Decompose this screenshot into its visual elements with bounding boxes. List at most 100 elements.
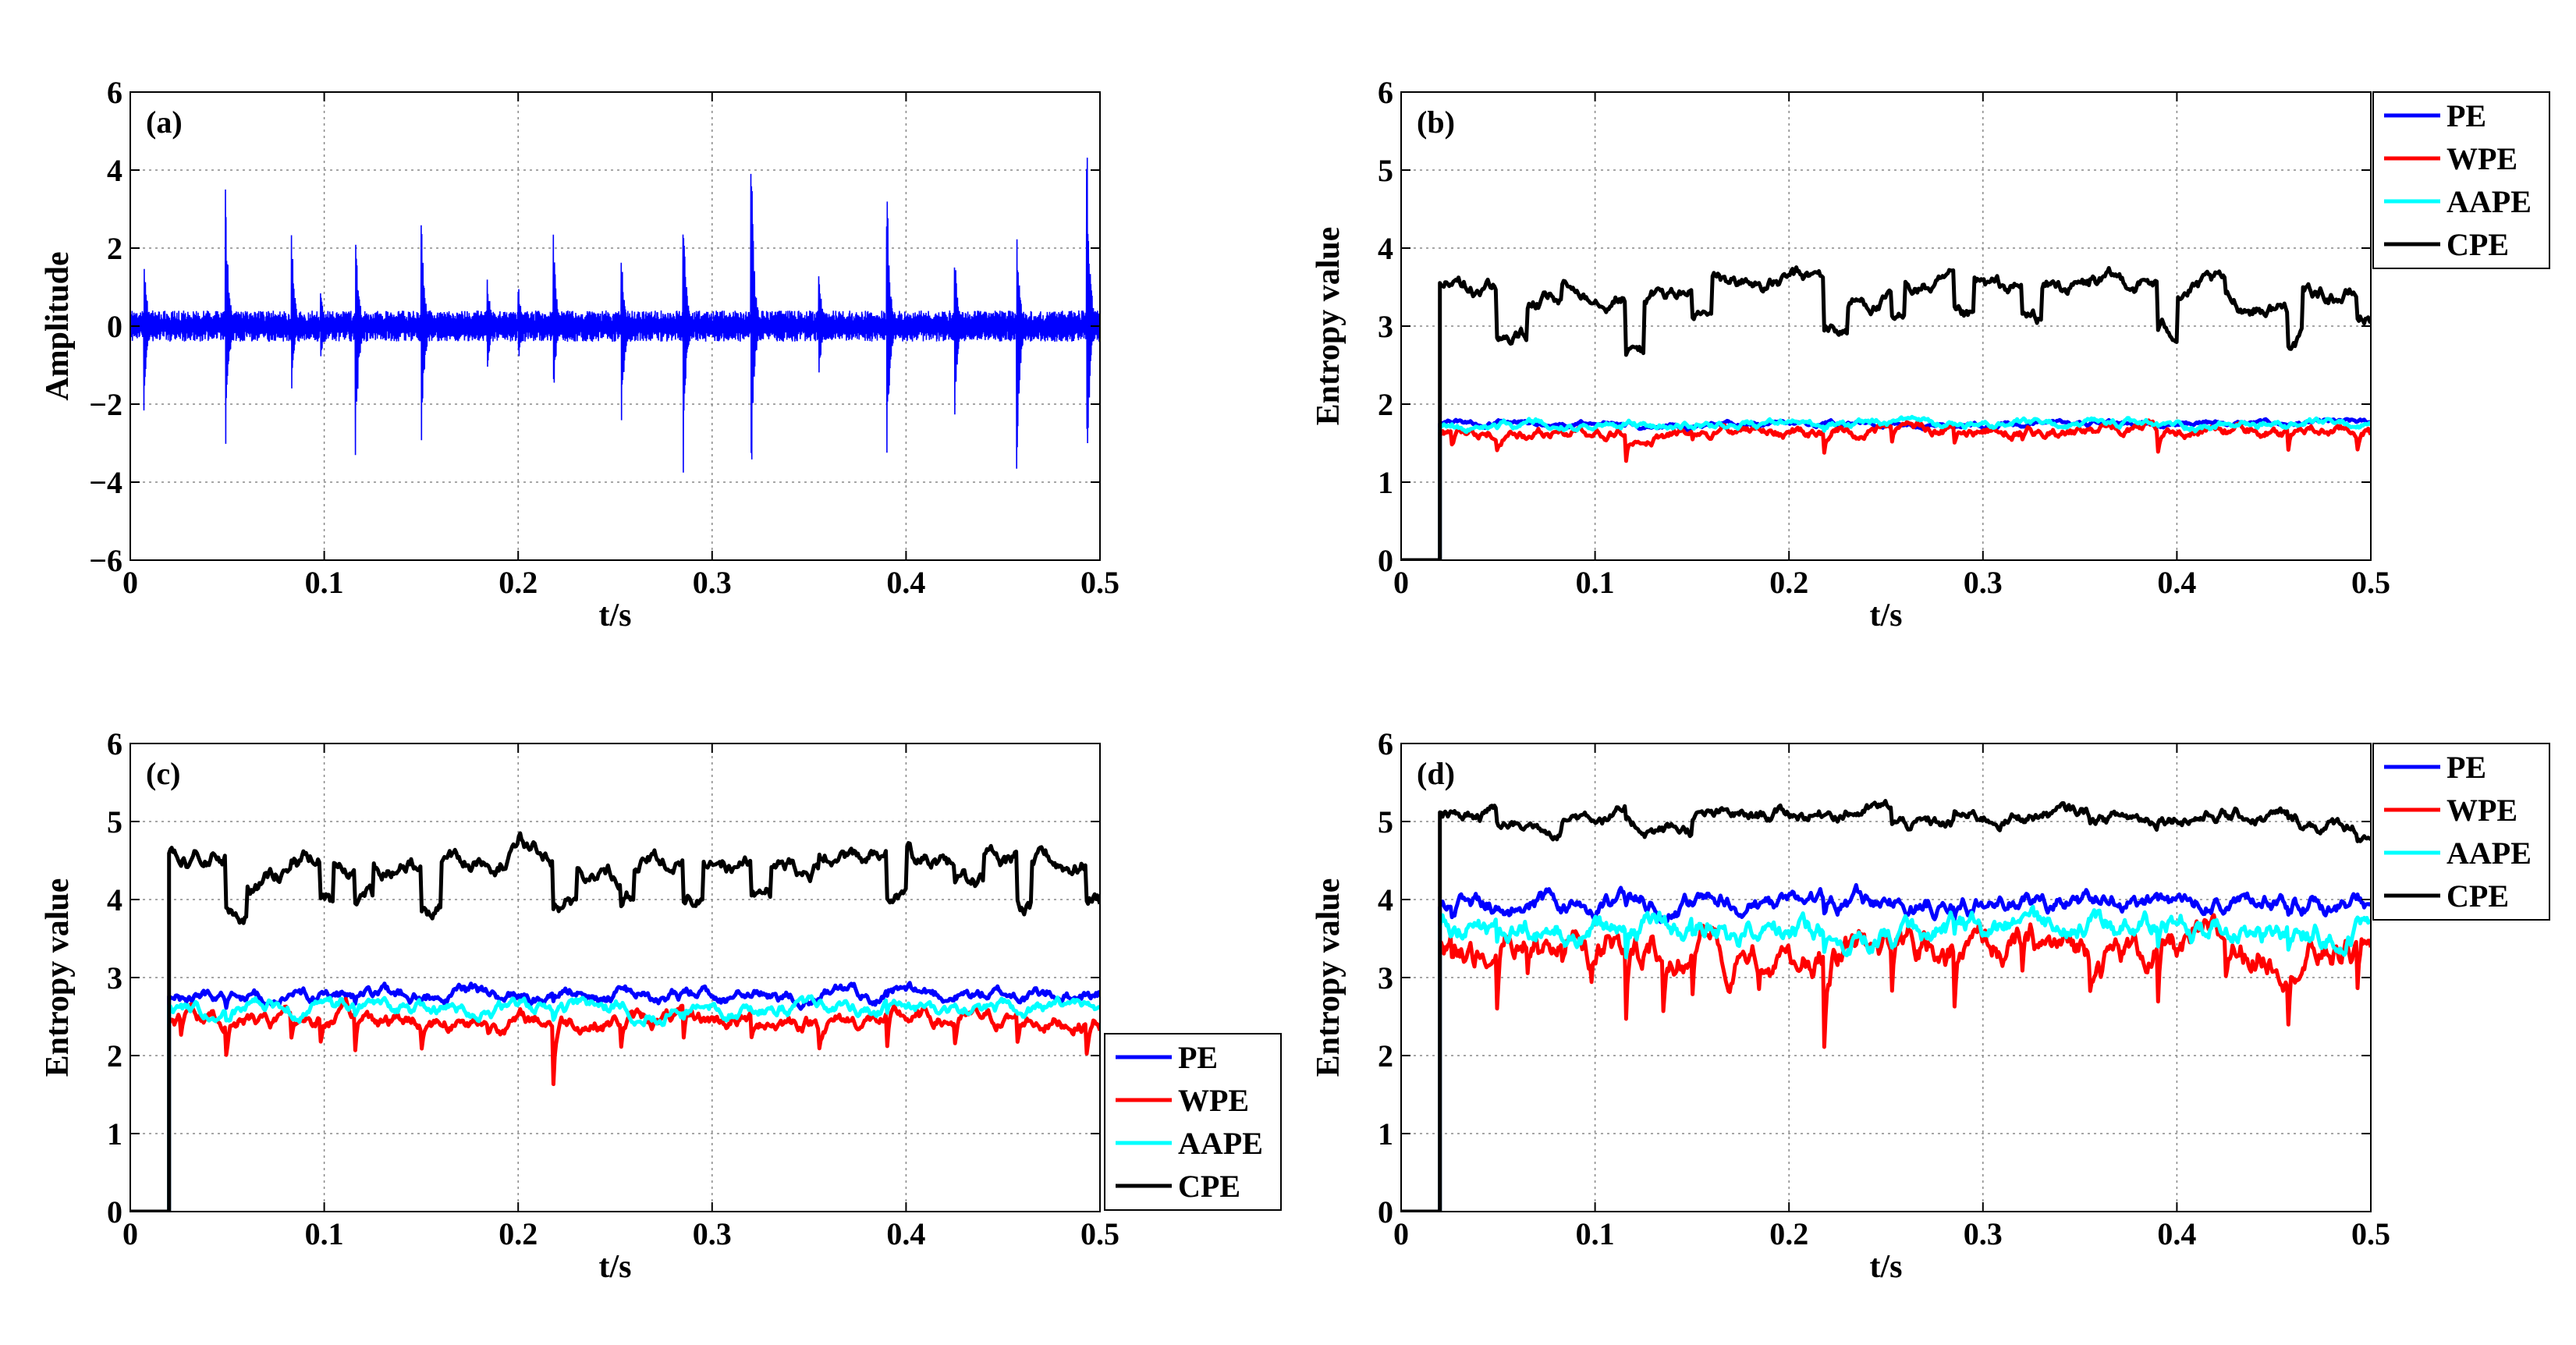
series-line-pe	[130, 981, 1100, 1212]
y-tick-label: 3	[1378, 309, 1393, 344]
y-tick-label: −2	[89, 387, 122, 422]
plot-area	[130, 743, 1100, 1212]
x-axis-label: t/s	[1870, 598, 1903, 633]
panel-tag: (d)	[1417, 756, 1455, 791]
y-tick-label: 5	[1378, 153, 1393, 188]
y-tick-label: 5	[1378, 804, 1393, 839]
legend-label-pe: PE	[2446, 98, 2486, 133]
series-line-aape	[1401, 414, 2371, 560]
x-axis-label: t/s	[599, 1249, 632, 1285]
y-tick-label: 2	[1378, 387, 1393, 422]
panel-c: 0 0.1 0.2 0.3 0.4 0.5 0 1 2 3 4 5 6 t/s Entropy value (…	[40, 726, 1282, 1285]
x-tick-label: 0.1	[305, 1216, 344, 1251]
y-tick-label: 4	[107, 153, 122, 188]
y-tick-label: −6	[89, 543, 122, 578]
panel-d: 0 0.1 0.2 0.3 0.4 0.5 0 1 2 3 4 5 6 t/s Entropy value (…	[1311, 726, 2550, 1285]
x-tick-label: 0.2	[1769, 1216, 1808, 1251]
series-line-cpe	[130, 831, 1100, 1212]
legend: PE WPE AAPE CPE	[1104, 1033, 1282, 1211]
panel-tag: (b)	[1417, 105, 1455, 140]
x-tick-label: 0.5	[1080, 1216, 1119, 1251]
y-tick-label: 0	[1378, 1194, 1393, 1230]
series-line-cpe	[1401, 799, 2371, 1212]
y-tick-label: 5	[107, 804, 122, 839]
x-axis-label: t/s	[1870, 1249, 1903, 1285]
series-line-aape	[1401, 904, 2371, 1212]
y-tick-label: 4	[1378, 231, 1393, 266]
x-tick-label: 0.5	[2351, 1216, 2390, 1251]
legend-label-aape: AAPE	[2446, 184, 2532, 219]
x-tick-label: 0	[122, 1216, 138, 1251]
legend-label-cpe: CPE	[2446, 878, 2509, 914]
y-tick-label: 4	[1378, 882, 1393, 917]
legend-label-pe: PE	[2446, 750, 2486, 785]
x-tick-label: 0.4	[886, 565, 925, 600]
y-tick-label: 2	[107, 1038, 122, 1074]
y-tick-label: 1	[107, 1116, 122, 1152]
y-tick-label: 1	[1378, 465, 1393, 500]
y-tick-label: 3	[1378, 960, 1393, 995]
legend-box	[2372, 743, 2550, 921]
legend-box	[1104, 1033, 1282, 1211]
x-tick-label: 0.3	[1964, 565, 2003, 600]
x-tick-label: 0	[1393, 1216, 1409, 1251]
y-axis-label: Entropy value	[1311, 878, 1347, 1077]
x-tick-label: 0.3	[1964, 1216, 2003, 1251]
panel-tag: (c)	[146, 756, 180, 791]
series-group	[130, 158, 1100, 473]
y-tick-label: 2	[107, 231, 122, 266]
legend-label-wpe: WPE	[1178, 1083, 1249, 1118]
y-tick-label: 0	[107, 309, 122, 344]
y-tick-label: 3	[107, 960, 122, 995]
x-tick-label: 0.2	[499, 565, 538, 600]
legend-label-aape: AAPE	[2446, 836, 2532, 871]
x-tick-label: 0.2	[499, 1216, 538, 1251]
y-tick-label: 6	[1378, 726, 1393, 761]
x-tick-label: 0.3	[693, 565, 732, 600]
x-tick-label: 0.1	[1576, 565, 1615, 600]
y-tick-label: 1	[1378, 1116, 1393, 1152]
series-line-cpe	[1401, 265, 2371, 560]
y-tick-label: 4	[107, 882, 122, 917]
legend-label-wpe: WPE	[2446, 793, 2517, 828]
x-tick-label: 0.4	[2157, 1216, 2196, 1251]
panel-b: 0 0.1 0.2 0.3 0.4 0.5 0 1 2 3 4 5 6 t/s Entropy value (…	[1311, 75, 2550, 633]
y-axis-label: Entropy value	[1311, 227, 1347, 426]
series-line-signal	[130, 158, 1100, 473]
legend-box	[2372, 91, 2550, 269]
x-tick-label: 0.5	[1080, 565, 1119, 600]
legend-label-cpe: CPE	[2446, 227, 2509, 262]
plot-area	[1401, 92, 2371, 560]
series-group	[130, 831, 1100, 1212]
legend: PE WPE AAPE CPE	[2372, 743, 2550, 921]
legend-label-cpe: CPE	[1178, 1169, 1240, 1204]
x-tick-label: 0.5	[2351, 565, 2390, 600]
series-line-pe	[1401, 882, 2371, 1212]
x-tick-label: 0.1	[305, 565, 344, 600]
legend-label-pe: PE	[1178, 1040, 1218, 1075]
x-tick-label: 0	[1393, 565, 1409, 600]
x-tick-label: 0.4	[2157, 565, 2196, 600]
series-line-aape	[130, 994, 1100, 1212]
y-tick-label: −4	[89, 465, 122, 500]
x-tick-label: 0.4	[886, 1216, 925, 1251]
x-tick-label: 0.2	[1769, 565, 1808, 600]
legend-label-aape: AAPE	[1178, 1126, 1263, 1161]
series-line-wpe	[130, 996, 1100, 1212]
legend-label-wpe: WPE	[2446, 141, 2517, 176]
y-tick-label: 0	[107, 1194, 122, 1230]
x-axis-label: t/s	[599, 598, 632, 633]
x-tick-label: 0.3	[693, 1216, 732, 1251]
y-tick-label: 6	[107, 726, 122, 761]
y-tick-label: 0	[1378, 543, 1393, 578]
y-tick-label: 6	[107, 75, 122, 110]
y-axis-label: Amplitude	[40, 251, 76, 400]
series-group	[1401, 265, 2371, 560]
y-tick-label: 2	[1378, 1038, 1393, 1074]
x-tick-label: 0.1	[1576, 1216, 1615, 1251]
y-tick-label: 6	[1378, 75, 1393, 110]
panel-a: 0 0.1 0.2 0.3 0.4 0.5 −6 −4 −2 0 2 4 6 t/s Amplitude (a…	[40, 75, 1119, 633]
legend: PE WPE AAPE CPE	[2372, 91, 2550, 269]
x-tick-label: 0	[122, 565, 138, 600]
